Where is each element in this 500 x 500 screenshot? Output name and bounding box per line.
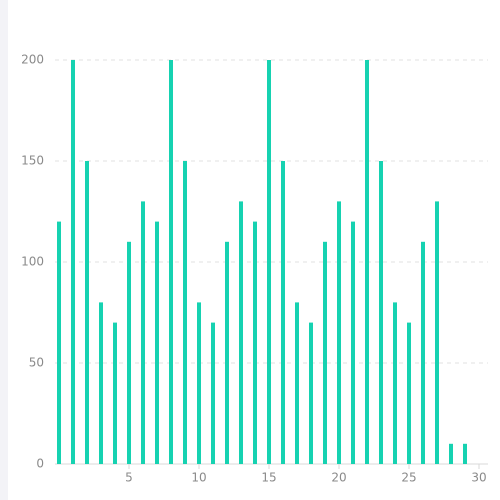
bar: [155, 221, 159, 464]
bar: [113, 322, 117, 464]
bar: [267, 60, 271, 464]
y-tick-label: 50: [29, 356, 44, 370]
bar: [239, 201, 243, 464]
x-tick-label: 20: [331, 471, 346, 485]
bar: [183, 161, 187, 464]
bar: [351, 221, 355, 464]
bar: [365, 60, 369, 464]
bar: [141, 201, 145, 464]
x-tick-label: 30: [471, 471, 486, 485]
bar: [407, 322, 411, 464]
sidebar-edge: [0, 0, 8, 500]
bar: [449, 443, 453, 464]
bar: [169, 60, 173, 464]
bar: [393, 302, 397, 464]
bar: [463, 443, 467, 464]
y-tick-label: 150: [21, 154, 44, 168]
bar: [309, 322, 313, 464]
y-tick-label: 100: [21, 255, 44, 269]
bar: [421, 241, 425, 464]
bar: [281, 161, 285, 464]
x-tick-label: 25: [401, 471, 416, 485]
bar: [253, 221, 257, 464]
x-tick-label: 15: [261, 471, 276, 485]
y-tick-label: 200: [21, 53, 44, 67]
bar: [99, 302, 103, 464]
bar: [225, 241, 229, 464]
bar: [379, 161, 383, 464]
bar: [211, 322, 215, 464]
x-tick-label: 5: [125, 471, 133, 485]
bar: [71, 60, 75, 464]
bar: [337, 201, 341, 464]
x-tick-label: 10: [191, 471, 206, 485]
bar: [197, 302, 201, 464]
bar: [127, 241, 131, 464]
bar: [57, 221, 61, 464]
bar: [435, 201, 439, 464]
bar: [85, 161, 89, 464]
bar: [323, 241, 327, 464]
bar: [295, 302, 299, 464]
y-tick-label: 0: [36, 457, 44, 471]
